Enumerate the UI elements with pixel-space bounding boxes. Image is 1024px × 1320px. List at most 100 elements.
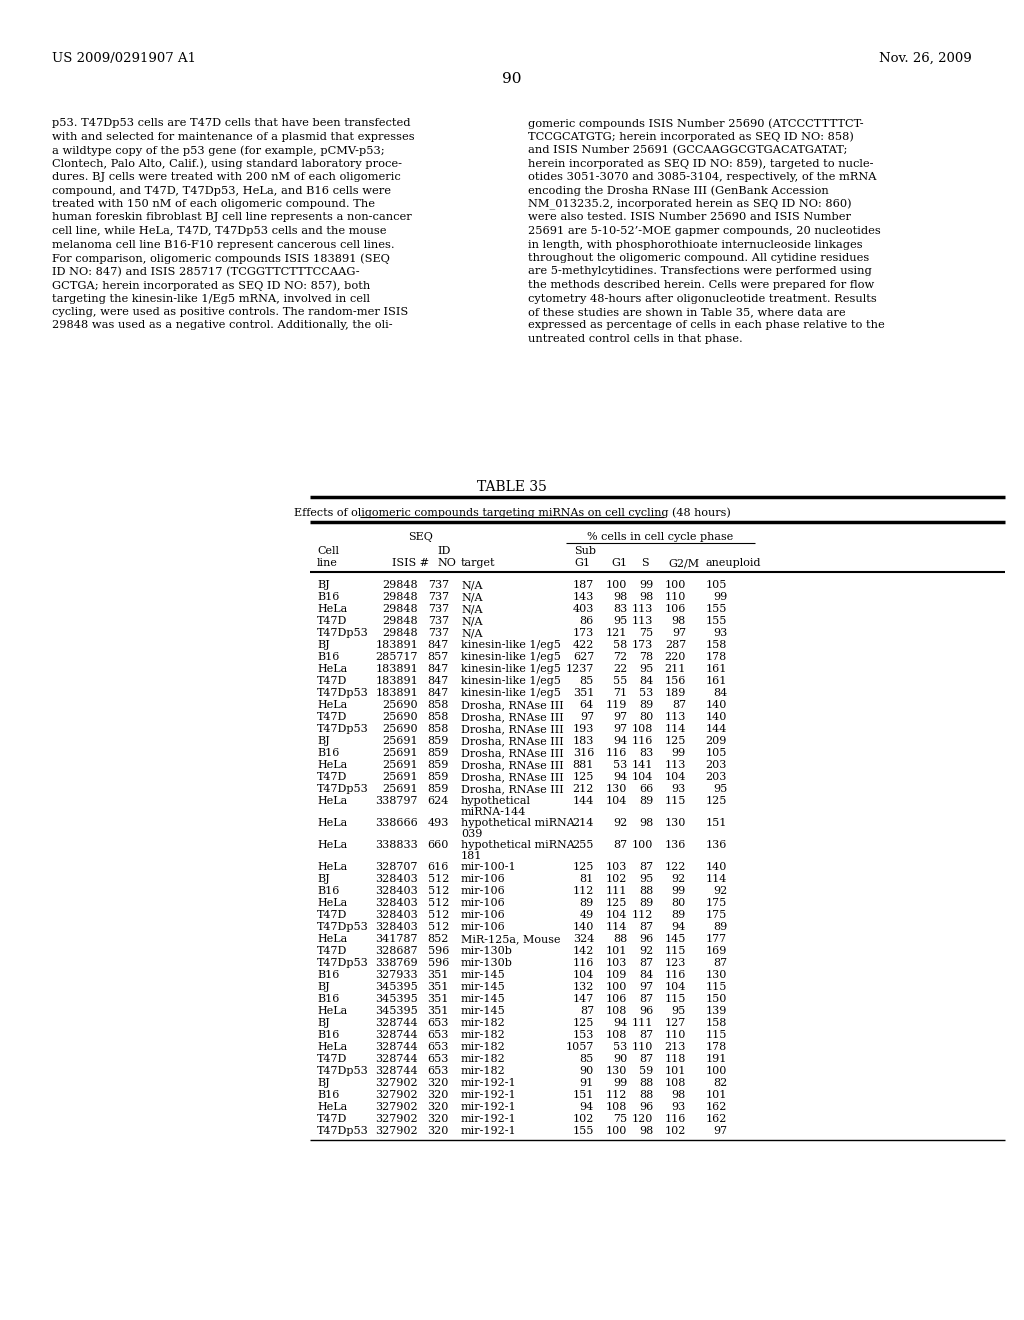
- Text: B16: B16: [317, 652, 339, 663]
- Text: 596: 596: [428, 946, 449, 956]
- Text: 92: 92: [672, 874, 686, 884]
- Text: mir-182: mir-182: [461, 1018, 506, 1028]
- Text: 139: 139: [706, 1006, 727, 1016]
- Text: 64: 64: [580, 700, 594, 710]
- Text: 94: 94: [580, 1102, 594, 1111]
- Text: 113: 113: [665, 711, 686, 722]
- Text: 98: 98: [639, 818, 653, 828]
- Text: 338666: 338666: [375, 818, 418, 828]
- Text: 104: 104: [665, 982, 686, 993]
- Text: 72: 72: [613, 652, 627, 663]
- Text: 66: 66: [639, 784, 653, 795]
- Text: 101: 101: [706, 1090, 727, 1100]
- Text: 89: 89: [639, 898, 653, 908]
- Text: 101: 101: [665, 1067, 686, 1076]
- Text: mir-130b: mir-130b: [461, 946, 513, 956]
- Text: 320: 320: [428, 1126, 449, 1137]
- Text: T47D: T47D: [317, 946, 347, 956]
- Text: 87: 87: [613, 840, 627, 850]
- Text: 125: 125: [605, 898, 627, 908]
- Text: 29848: 29848: [382, 616, 418, 626]
- Text: 338769: 338769: [376, 958, 418, 968]
- Text: 859: 859: [428, 737, 449, 746]
- Text: HeLa: HeLa: [317, 1102, 347, 1111]
- Text: Drosha, RNAse III: Drosha, RNAse III: [461, 772, 564, 781]
- Text: 100: 100: [632, 840, 653, 850]
- Text: 104: 104: [632, 772, 653, 781]
- Text: 98: 98: [672, 1090, 686, 1100]
- Text: 84: 84: [713, 688, 727, 698]
- Text: B16: B16: [317, 1090, 339, 1100]
- Text: 144: 144: [706, 723, 727, 734]
- Text: 136: 136: [706, 840, 727, 850]
- Text: compound, and T47D, T47Dp53, HeLa, and B16 cells were: compound, and T47D, T47Dp53, HeLa, and B…: [52, 186, 391, 195]
- Text: 83: 83: [612, 605, 627, 614]
- Text: T47Dp53: T47Dp53: [317, 784, 369, 795]
- Text: 87: 87: [672, 700, 686, 710]
- Text: 653: 653: [428, 1053, 449, 1064]
- Text: 338797: 338797: [376, 796, 418, 807]
- Text: 132: 132: [572, 982, 594, 993]
- Text: otides 3051-3070 and 3085-3104, respectively, of the mRNA: otides 3051-3070 and 3085-3104, respecti…: [528, 172, 877, 182]
- Text: 327902: 327902: [376, 1090, 418, 1100]
- Text: a wildtype copy of the p53 gene (for example, pCMV-p53;: a wildtype copy of the p53 gene (for exa…: [52, 145, 385, 156]
- Text: T47Dp53: T47Dp53: [317, 723, 369, 734]
- Text: 156: 156: [665, 676, 686, 686]
- Text: G2/M: G2/M: [668, 558, 699, 568]
- Text: Drosha, RNAse III: Drosha, RNAse III: [461, 737, 564, 746]
- Text: 183891: 183891: [375, 688, 418, 698]
- Text: 140: 140: [706, 862, 727, 873]
- Text: 95: 95: [639, 874, 653, 884]
- Text: 320: 320: [428, 1114, 449, 1125]
- Text: T47D: T47D: [317, 909, 347, 920]
- Text: mir-182: mir-182: [461, 1053, 506, 1064]
- Text: mir-130b: mir-130b: [461, 958, 513, 968]
- Text: 1237: 1237: [565, 664, 594, 675]
- Text: 161: 161: [706, 664, 727, 675]
- Text: 162: 162: [706, 1102, 727, 1111]
- Text: 191: 191: [706, 1053, 727, 1064]
- Text: 99: 99: [672, 748, 686, 758]
- Text: For comparison, oligomeric compounds ISIS 183891 (SEQ: For comparison, oligomeric compounds ISI…: [52, 253, 390, 264]
- Text: 96: 96: [639, 1102, 653, 1111]
- Text: 187: 187: [572, 579, 594, 590]
- Text: 320: 320: [428, 1090, 449, 1100]
- Text: 183891: 183891: [375, 676, 418, 686]
- Text: 214: 214: [572, 818, 594, 828]
- Text: T47D: T47D: [317, 1114, 347, 1125]
- Text: 91: 91: [580, 1078, 594, 1088]
- Text: MiR-125a, Mouse: MiR-125a, Mouse: [461, 935, 560, 944]
- Text: 115: 115: [665, 946, 686, 956]
- Text: HeLa: HeLa: [317, 935, 347, 944]
- Text: 178: 178: [706, 652, 727, 663]
- Text: 328403: 328403: [375, 909, 418, 920]
- Text: N/A: N/A: [461, 591, 482, 602]
- Text: 97: 97: [580, 711, 594, 722]
- Text: 99: 99: [639, 579, 653, 590]
- Text: T47D: T47D: [317, 676, 347, 686]
- Text: mir-192-1: mir-192-1: [461, 1090, 517, 1100]
- Text: 93: 93: [672, 784, 686, 795]
- Text: 653: 653: [428, 1067, 449, 1076]
- Text: 119: 119: [605, 700, 627, 710]
- Text: 98: 98: [639, 1126, 653, 1137]
- Text: 113: 113: [665, 760, 686, 770]
- Text: mir-192-1: mir-192-1: [461, 1114, 517, 1125]
- Text: 142: 142: [572, 946, 594, 956]
- Text: 512: 512: [428, 874, 449, 884]
- Text: 422: 422: [572, 640, 594, 649]
- Text: Sub: Sub: [574, 546, 596, 556]
- Text: T47Dp53: T47Dp53: [317, 1067, 369, 1076]
- Text: 327902: 327902: [376, 1078, 418, 1088]
- Text: 80: 80: [639, 711, 653, 722]
- Text: line: line: [317, 558, 338, 568]
- Text: 328687: 328687: [376, 946, 418, 956]
- Text: 110: 110: [665, 1030, 686, 1040]
- Text: 162: 162: [706, 1114, 727, 1125]
- Text: BJ: BJ: [317, 737, 330, 746]
- Text: targeting the kinesin-like 1/Eg5 mRNA, involved in cell: targeting the kinesin-like 1/Eg5 mRNA, i…: [52, 293, 370, 304]
- Text: T47Dp53: T47Dp53: [317, 1126, 369, 1137]
- Text: 859: 859: [428, 784, 449, 795]
- Text: Drosha, RNAse III: Drosha, RNAse III: [461, 723, 564, 734]
- Text: mir-106: mir-106: [461, 909, 506, 920]
